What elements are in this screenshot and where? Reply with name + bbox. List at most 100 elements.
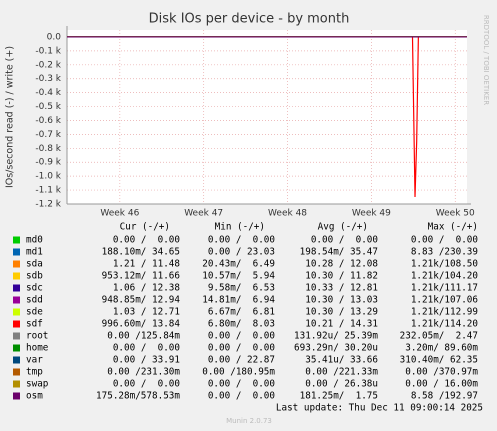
legend-swatch xyxy=(13,248,20,256)
stat-value: 996.60m/ 13.84 xyxy=(102,319,181,330)
stat-value: 9.58m/ 6.53 xyxy=(208,283,275,294)
legend-label: tmp xyxy=(26,367,43,378)
legend-swatch xyxy=(13,344,20,352)
legend-label: sdd xyxy=(26,295,43,306)
legend-swatch xyxy=(13,392,20,400)
legend-swatch xyxy=(13,356,20,364)
legend-swatch xyxy=(13,284,20,292)
stat-header: Max (-/+) xyxy=(428,222,478,233)
stat-header: Avg (-/+) xyxy=(318,222,368,233)
side-text: RRDTOOL / TOBI OETIKER xyxy=(482,15,490,105)
stat-value: 10.21 / 14.31 xyxy=(305,319,378,330)
stat-value: 10.30 / 11.82 xyxy=(305,271,378,282)
x-tick-label: Week 50 xyxy=(436,209,475,219)
stat-value: 693.29n/ 30.20u xyxy=(294,343,378,354)
stat-value: 0.00 /180.95m xyxy=(202,367,275,378)
stat-value: 0.00 /370.97m xyxy=(405,367,478,378)
y-axis-label: IOs/second read (-) / write (+) xyxy=(5,46,16,188)
stat-value: 10.30 / 13.03 xyxy=(305,295,378,306)
stat-value: 188.10m/ 34.65 xyxy=(102,247,180,258)
legend-swatch xyxy=(13,332,20,340)
stat-value: 0.00 /231.30m xyxy=(107,367,180,378)
stat-value: 6.80m/ 8.03 xyxy=(208,319,275,330)
stat-value: 0.00 / 0.00 xyxy=(208,391,275,402)
stat-value: 0.00 / 23.03 xyxy=(208,247,275,258)
stat-value: 953.12m/ 11.66 xyxy=(102,271,180,282)
legend-swatch xyxy=(13,236,20,244)
y-tick-label: -0.6 k xyxy=(35,116,61,126)
stat-value: 0.00 / 0.00 xyxy=(208,235,275,246)
stat-value: 0.00 / 16.00m xyxy=(405,379,478,390)
y-tick-label: -0.1 k xyxy=(35,46,61,56)
stat-value: 0.00 / 22.87 xyxy=(208,355,275,366)
stat-value: 131.92u/ 25.39m xyxy=(294,331,378,342)
legend-swatch xyxy=(13,368,20,376)
y-tick-label: -0.8 k xyxy=(35,144,61,154)
plot-area xyxy=(67,30,467,204)
stat-value: 0.00 / 33.91 xyxy=(113,355,180,366)
stat-value: 35.41u/ 33.66 xyxy=(305,355,378,366)
stat-value: 6.67m/ 6.81 xyxy=(208,307,275,318)
stat-value: 10.30 / 13.29 xyxy=(305,307,378,318)
stat-value: 1.21k/107.06 xyxy=(411,295,478,306)
legend-label: sde xyxy=(26,307,43,318)
stat-value: 0.00 / 0.00 xyxy=(113,235,180,246)
y-tick-label: -1.2 k xyxy=(35,200,61,210)
y-tick-label: -0.9 k xyxy=(35,158,61,168)
legend-label: sdb xyxy=(26,271,43,282)
y-tick-label: -0.5 k xyxy=(35,102,61,112)
legend-label: var xyxy=(26,355,43,366)
stat-header: Cur (-/+) xyxy=(120,222,170,233)
y-tick-label: -1.1 k xyxy=(35,186,61,196)
stat-value: 10.57m/ 5.94 xyxy=(202,271,275,282)
stat-value: 1.21k/111.17 xyxy=(411,283,478,294)
y-tick-label: -1.0 k xyxy=(35,172,61,182)
x-tick-label: Week 48 xyxy=(268,209,307,219)
y-tick-label: -0.3 k xyxy=(35,74,61,84)
stat-value: 0.00 / 0.00 xyxy=(208,343,275,354)
legend-label: home xyxy=(26,343,49,354)
stat-value: 8.83 /230.39 xyxy=(411,247,478,258)
stat-value: 0.00 / 0.00 xyxy=(411,235,478,246)
last-update: Last update: Thu Dec 11 09:00:14 2025 xyxy=(276,403,483,414)
legend-swatch xyxy=(13,308,20,316)
stat-value: 948.85m/ 12.94 xyxy=(102,295,181,306)
y-tick-label: -0.7 k xyxy=(35,130,61,140)
legend-label: sdc xyxy=(26,283,43,294)
stat-value: 0.00 /125.84m xyxy=(107,331,180,342)
stat-value: 0.00 / 26.38u xyxy=(305,379,378,390)
footer: Munin 2.0.73 xyxy=(226,417,272,425)
legend-label: osm xyxy=(26,391,43,402)
stat-header: Min (-/+) xyxy=(215,222,265,233)
legend-swatch xyxy=(13,272,20,280)
stat-value: 0.00 / 0.00 xyxy=(113,343,180,354)
stat-value: 1.03 / 12.71 xyxy=(113,307,180,318)
legend-label: root xyxy=(26,331,48,342)
y-tick-label: -0.2 k xyxy=(35,60,61,70)
stat-value: 310.40m/ 62.35 xyxy=(400,355,478,366)
legend-label: md0 xyxy=(26,235,43,246)
legend-label: md1 xyxy=(26,247,43,258)
legend-swatch xyxy=(13,296,20,304)
x-tick-label: Week 46 xyxy=(100,209,139,219)
stat-value: 0.00 / 0.00 xyxy=(311,235,378,246)
stat-value: 1.21k/108.50 xyxy=(411,259,478,270)
legend-swatch xyxy=(13,320,20,328)
stat-value: 10.33 / 12.81 xyxy=(305,283,378,294)
stat-value: 0.00 / 0.00 xyxy=(113,379,180,390)
stat-value: 1.21k/112.99 xyxy=(411,307,478,318)
y-tick-label: -0.4 k xyxy=(35,88,61,98)
legend-swatch xyxy=(13,380,20,388)
stat-value: 1.21k/114.20 xyxy=(411,319,478,330)
legend-label: swap xyxy=(26,379,49,390)
legend-label: sdf xyxy=(26,319,43,330)
chart-title: Disk IOs per device - by month xyxy=(149,12,350,27)
legend-label: sda xyxy=(26,259,43,270)
stat-value: 3.20m/ 89.60m xyxy=(405,343,478,354)
stat-value: 181.25m/ 1.75 xyxy=(300,391,378,402)
stat-value: 10.28 / 12.08 xyxy=(305,259,378,270)
stat-value: 175.28m/578.53m xyxy=(96,391,180,402)
stat-value: 0.00 /221.33m xyxy=(305,367,378,378)
stat-value: 8.58 /192.97 xyxy=(411,391,478,402)
stat-value: 1.21 / 11.48 xyxy=(113,259,180,270)
